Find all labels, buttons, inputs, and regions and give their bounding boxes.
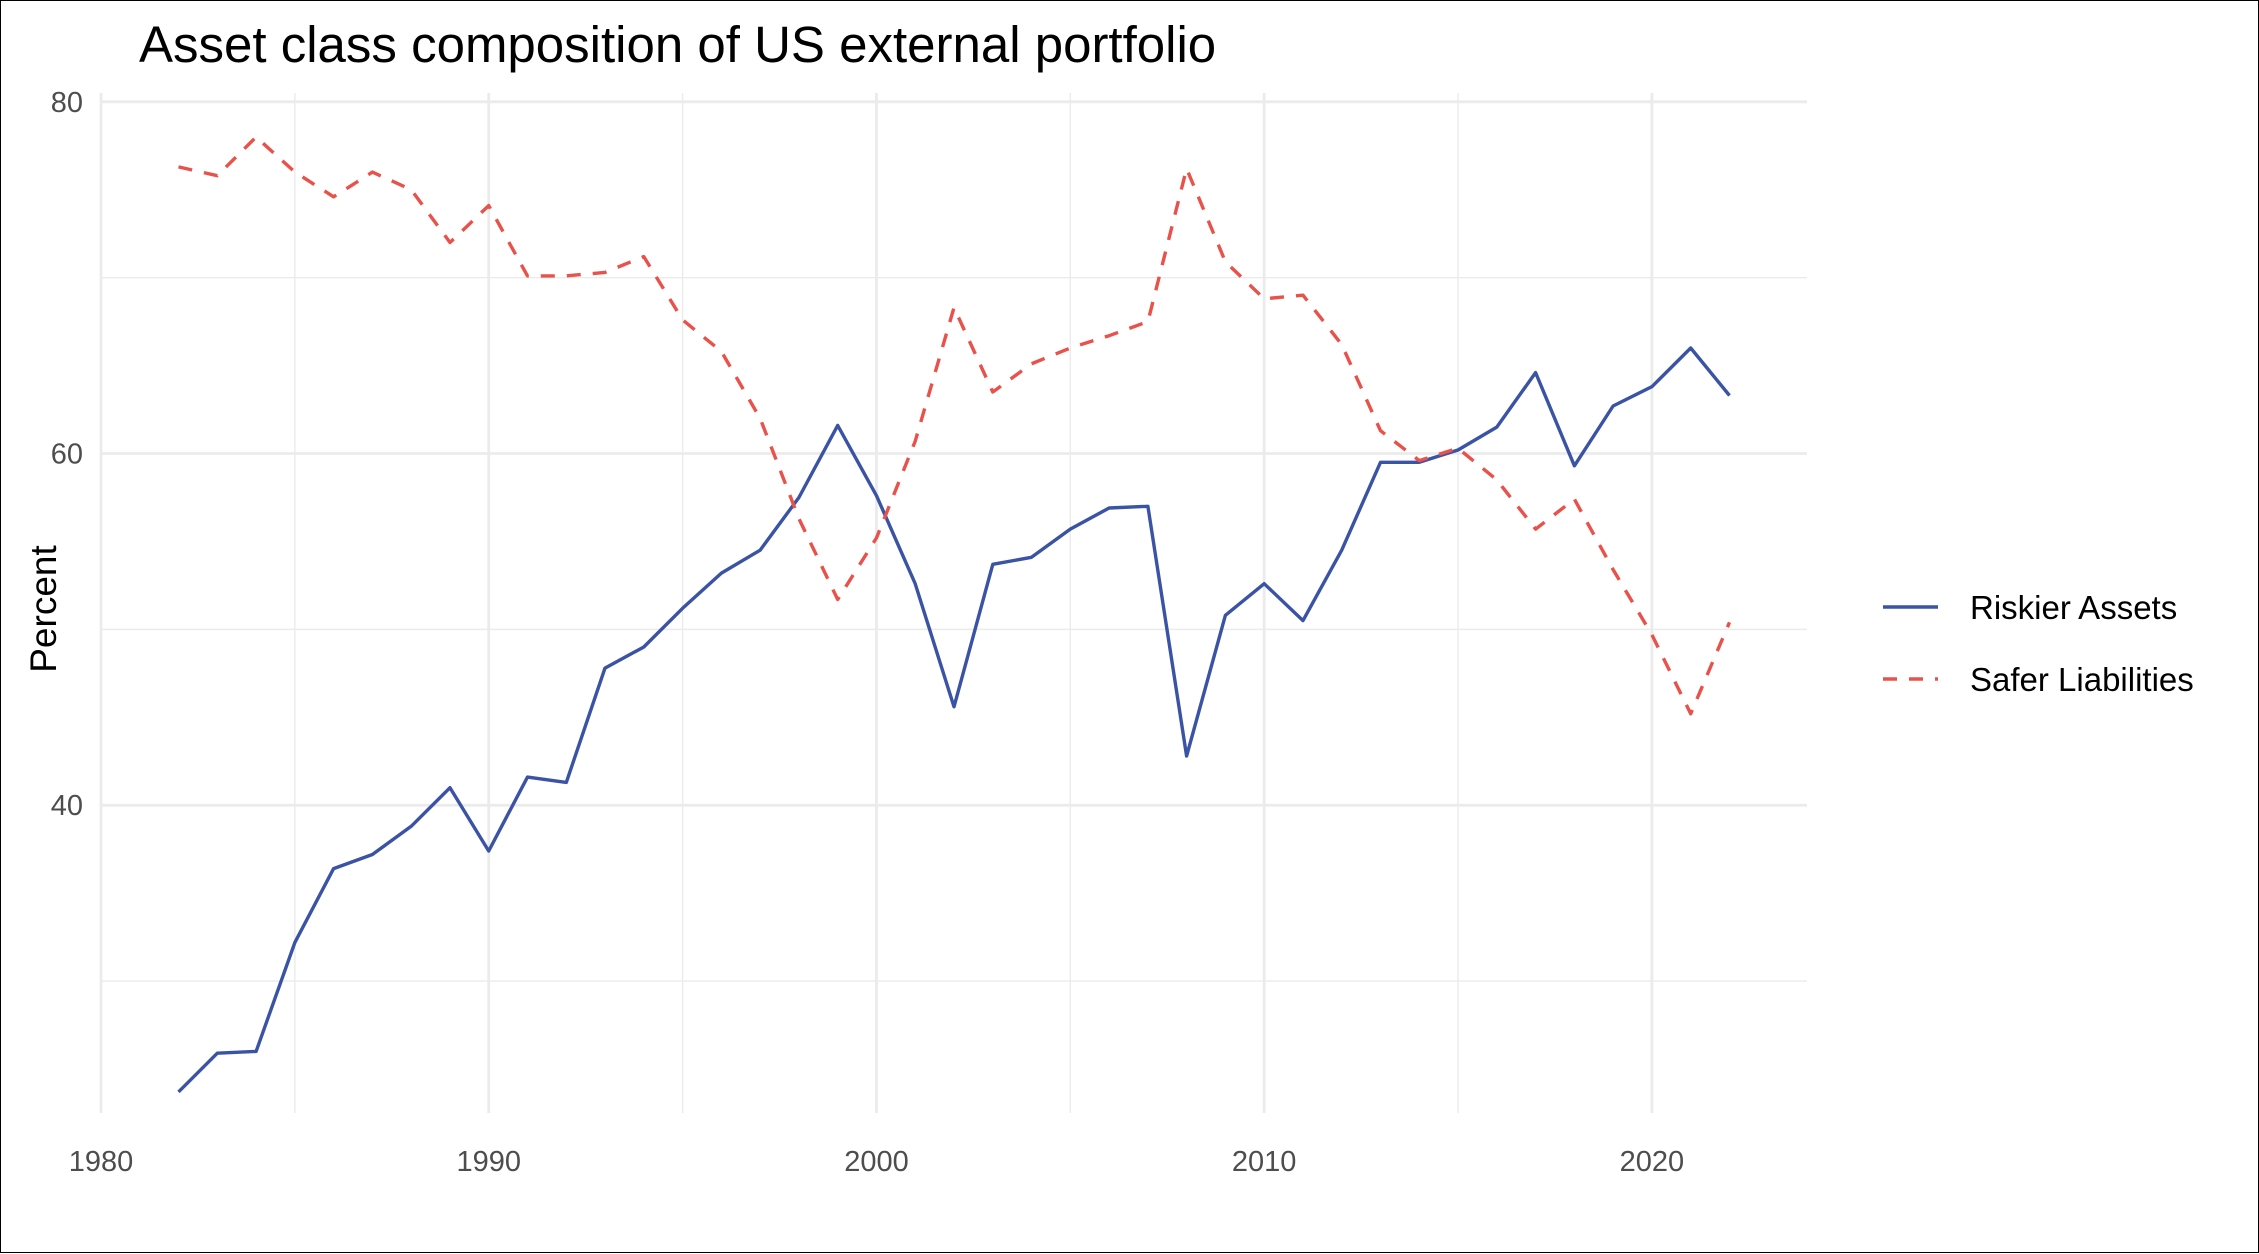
y-axis-label: Percent: [23, 545, 64, 673]
x-tick-label: 1980: [69, 1146, 134, 1178]
legend-label-safer-liabilities: Safer Liabilities: [1970, 661, 2194, 698]
y-tick-label: 60: [51, 439, 83, 471]
legend: Riskier Assets Safer Liabilities: [1883, 589, 2194, 698]
y-axis-ticks: 40 60 80: [51, 87, 83, 822]
y-tick-label: 40: [51, 790, 83, 822]
x-tick-label: 2020: [1620, 1146, 1685, 1178]
series-line-riskier-assets: [177, 346, 1731, 1094]
chart-title: Asset class composition of US external p…: [139, 16, 1216, 73]
grid-minor: [101, 93, 1807, 1113]
x-tick-label: 2000: [844, 1146, 909, 1178]
legend-label-riskier-assets: Riskier Assets: [1970, 589, 2177, 626]
series-layer: [177, 135, 1732, 1094]
y-tick-label: 80: [51, 87, 83, 119]
x-tick-label: 2010: [1232, 1146, 1297, 1178]
x-tick-label: 1990: [456, 1146, 521, 1178]
x-axis-ticks: 1980 1990 2000 2010 2020: [69, 1146, 1684, 1178]
series-line-safer-liabilities: [178, 135, 1732, 716]
grid-major: [99, 93, 1807, 1113]
